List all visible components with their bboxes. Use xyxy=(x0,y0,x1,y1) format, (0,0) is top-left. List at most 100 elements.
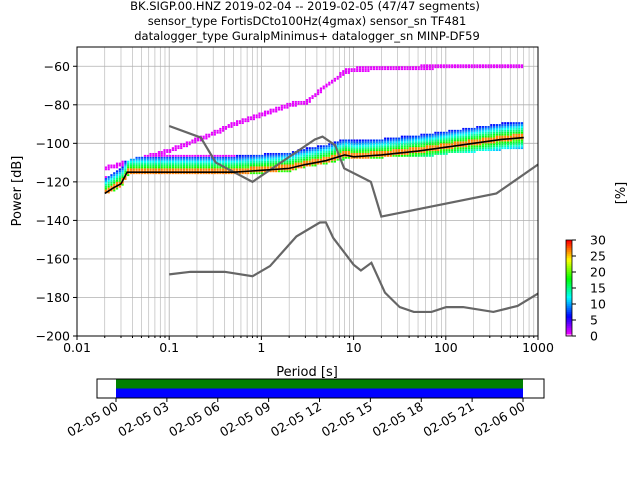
histogram-cell xyxy=(358,149,362,152)
histogram-cell xyxy=(138,168,141,171)
histogram-cell xyxy=(506,64,510,67)
colorbar-segment xyxy=(566,328,572,331)
histogram-cell xyxy=(163,170,166,173)
histogram-cell xyxy=(439,145,443,148)
histogram-cell xyxy=(113,164,116,167)
histogram-cell xyxy=(456,135,459,138)
histogram-cell xyxy=(417,139,420,142)
histogram-cell xyxy=(473,135,476,138)
histogram-cell xyxy=(372,143,376,146)
histogram-cell xyxy=(342,145,345,148)
x-axis-label: Period [s] xyxy=(276,365,338,380)
histogram-cell xyxy=(400,145,404,148)
histogram-cell xyxy=(230,158,233,161)
histogram-cell xyxy=(168,156,172,159)
histogram-cell xyxy=(236,164,239,167)
histogram-cell xyxy=(180,143,183,146)
histogram-cell xyxy=(303,158,306,161)
histogram-cell xyxy=(414,154,417,157)
histogram-cell xyxy=(280,108,283,111)
histogram-cell xyxy=(386,143,390,146)
histogram-cell xyxy=(208,154,211,157)
histogram-cell xyxy=(428,139,431,142)
histogram-cell xyxy=(143,160,147,163)
histogram-cell xyxy=(143,172,147,175)
histogram-cell xyxy=(261,172,264,175)
histogram-cell xyxy=(202,135,205,138)
time-tick-label: 02-06 00 xyxy=(471,399,527,440)
histogram-cell xyxy=(249,156,253,159)
histogram-cell xyxy=(470,135,473,138)
histogram-cell xyxy=(241,118,244,121)
histogram-cell xyxy=(291,151,295,153)
histogram-cell xyxy=(358,139,362,142)
histogram-cell xyxy=(437,151,440,153)
histogram-cell xyxy=(319,151,323,153)
histogram-cell xyxy=(255,164,258,167)
histogram-cell xyxy=(118,176,121,178)
histogram-cell xyxy=(437,143,440,146)
histogram-cell xyxy=(448,133,451,136)
histogram-cell xyxy=(230,166,233,169)
histogram-cell xyxy=(118,162,121,165)
histogram-cell xyxy=(333,151,336,153)
histogram-cell xyxy=(411,149,415,152)
histogram-cell xyxy=(118,172,121,175)
histogram-cell xyxy=(420,154,423,157)
histogram-cell xyxy=(107,178,110,180)
histogram-cell xyxy=(104,189,107,192)
histogram-cell xyxy=(453,66,457,69)
histogram-cell xyxy=(113,189,116,192)
histogram-cell xyxy=(448,151,451,153)
histogram-cell xyxy=(171,170,174,173)
histogram-cell xyxy=(389,147,392,150)
histogram-cell xyxy=(174,160,177,163)
histogram-cell xyxy=(372,139,376,142)
colorbar-segment xyxy=(566,276,572,279)
histogram-cell xyxy=(247,154,250,157)
histogram-cell xyxy=(163,172,166,175)
histogram-cell xyxy=(498,135,501,138)
histogram-cell xyxy=(152,170,155,173)
histogram-cell xyxy=(481,147,485,150)
histogram-cell xyxy=(168,172,172,175)
histogram-cell xyxy=(222,158,225,161)
histogram-cell xyxy=(431,151,434,153)
histogram-cell xyxy=(406,152,409,155)
histogram-cell xyxy=(389,139,392,142)
histogram-cell xyxy=(182,170,186,173)
histogram-cell xyxy=(297,152,300,155)
histogram-cell xyxy=(425,152,429,155)
histogram-cell xyxy=(403,149,406,152)
histogram-cell xyxy=(213,154,216,157)
histogram-cell xyxy=(216,172,219,175)
histogram-cell xyxy=(358,70,362,73)
histogram-cell xyxy=(344,139,348,142)
histogram-cell xyxy=(322,87,325,90)
histogram-cell xyxy=(509,141,512,144)
histogram-cell xyxy=(434,151,437,153)
histogram-cell xyxy=(202,137,205,140)
histogram-cell xyxy=(462,66,465,69)
histogram-cell xyxy=(303,156,306,159)
histogram-cell xyxy=(339,141,342,144)
histogram-cell xyxy=(342,149,345,152)
histogram-cell xyxy=(364,139,367,142)
histogram-cell xyxy=(258,160,261,163)
histogram-cell xyxy=(495,145,498,148)
histogram-cell xyxy=(512,127,515,130)
histogram-cell xyxy=(127,164,130,167)
histogram-cell xyxy=(384,147,387,150)
histogram-cell xyxy=(143,158,147,161)
histogram-cell xyxy=(325,85,328,88)
histogram-cell xyxy=(375,143,378,146)
histogram-cell xyxy=(188,164,191,167)
histogram-cell xyxy=(104,168,107,171)
histogram-cell xyxy=(135,164,138,167)
histogram-cell xyxy=(244,162,247,165)
histogram-cell xyxy=(467,149,471,152)
histogram-cell xyxy=(353,141,356,144)
histogram-cell xyxy=(143,154,147,157)
histogram-cell xyxy=(518,139,521,142)
histogram-cell xyxy=(361,143,364,146)
